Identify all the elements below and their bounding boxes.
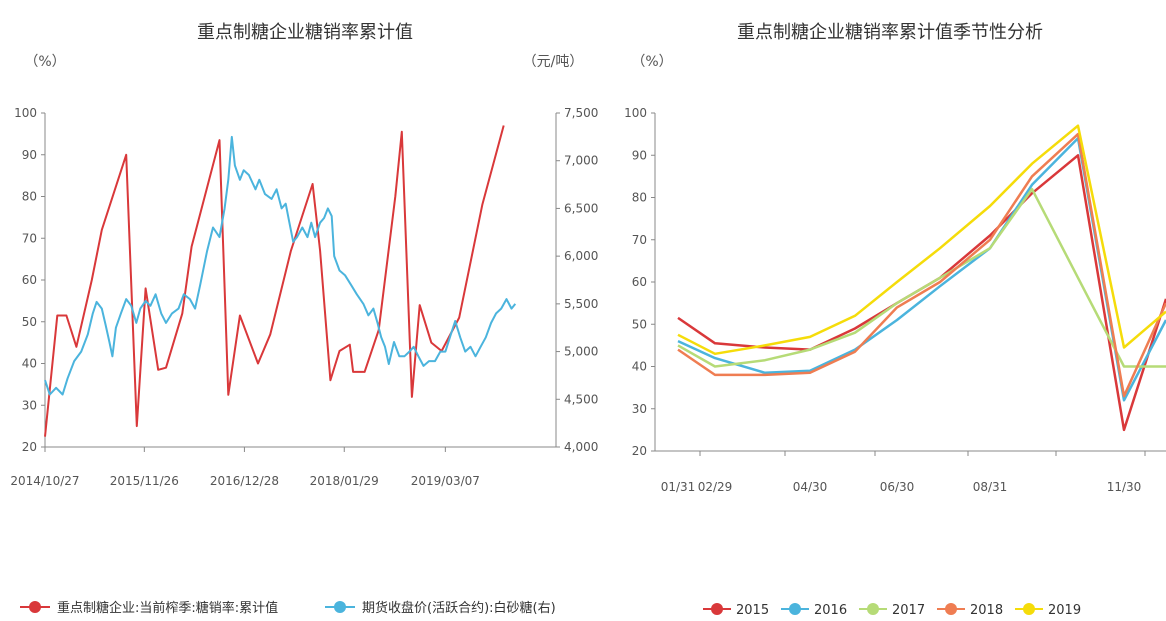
y-tick-label: 30 (632, 402, 647, 416)
legend: 重点制糖企业:当前榨季:糖销率:累计值 期货收盘价(活跃合约):白砂糖(右) (20, 600, 556, 616)
legend-marker (1023, 603, 1035, 615)
y-tick-label-left: 60 (22, 273, 37, 287)
y-axis-label-right: （元/吨） (523, 54, 584, 70)
y-axis-label: （%） (631, 54, 672, 70)
legend: 2015 2016 2017 2018 2019 (703, 603, 1081, 618)
y-tick-label-right: 5,000 (564, 345, 598, 359)
series-line (677, 132, 1166, 398)
y-tick-label-right: 7,000 (564, 154, 598, 168)
x-tick-label: 02/29 (698, 480, 733, 494)
legend-marker (789, 603, 801, 615)
y-tick-label: 40 (632, 360, 647, 374)
legend-label: 重点制糖企业:当前榨季:糖销率:累计值 (57, 600, 278, 616)
y-tick-label-left: 90 (22, 148, 37, 162)
y-tick-label-right: 6,500 (564, 201, 598, 215)
x-tick-label: 2018/01/29 (310, 474, 379, 488)
y-tick-label: 90 (632, 148, 647, 162)
y-tick-label: 60 (632, 275, 647, 289)
legend-label: 2018 (970, 603, 1003, 618)
y-tick-label: 70 (632, 233, 647, 247)
y-tick-label: 50 (632, 317, 647, 331)
series-line (677, 187, 1166, 368)
x-tick-label: 2019/03/07 (411, 474, 480, 488)
y-tick-label-right: 7,500 (564, 106, 598, 120)
series-layer (44, 125, 517, 437)
x-tick-label: 01/31 (661, 480, 696, 494)
series-line (44, 125, 505, 437)
axes: 20 30 40 50 60 70 80 90 100 4,000 4,500 5,000 5,500 6… (10, 106, 598, 488)
chart-left: 重点制糖企业糖销率累计值 （%） （元/吨） 20 30 40 50 60 70 80 90 1… (10, 22, 598, 616)
legend-label: 2017 (892, 603, 925, 618)
legend-label: 2016 (814, 603, 847, 618)
y-tick-label-left: 40 (22, 357, 37, 371)
legend-label: 2019 (1048, 603, 1081, 618)
legend-marker (29, 601, 41, 613)
x-tick-label: 04/30 (793, 480, 828, 494)
y-tick-label-left: 30 (22, 398, 37, 412)
legend-marker (334, 601, 346, 613)
legend-marker (945, 603, 957, 615)
chart-right: 重点制糖企业糖销率累计值季节性分析 （%） 20 30 40 50 60 70 80 90 10… (624, 22, 1166, 618)
axes: 20 30 40 50 60 70 80 90 100 01/31 02/29 04/30 06/30 0… (624, 106, 1166, 494)
y-tick-label-left: 50 (22, 315, 37, 329)
chart-title: 重点制糖企业糖销率累计值 (197, 22, 413, 43)
y-tick-label: 20 (632, 444, 647, 458)
x-tick-label: 06/30 (880, 480, 915, 494)
y-tick-label-right: 4,000 (564, 440, 598, 454)
x-tick-label: 08/31 (973, 480, 1008, 494)
x-tick-label: 2015/11/26 (110, 474, 179, 488)
y-tick-label-left: 70 (22, 231, 37, 245)
x-tick-label: 11/30 (1107, 480, 1142, 494)
y-tick-label-left: 20 (22, 440, 37, 454)
y-tick-label-right: 4,500 (564, 392, 598, 406)
y-tick-label-left: 80 (22, 190, 37, 204)
y-tick-label-left: 100 (14, 106, 37, 120)
legend-label: 2015 (736, 603, 769, 618)
legend-marker (867, 603, 879, 615)
legend-marker (711, 603, 723, 615)
legend-label: 期货收盘价(活跃合约):白砂糖(右) (362, 600, 556, 616)
chart-title: 重点制糖企业糖销率累计值季节性分析 (737, 22, 1043, 43)
y-tick-label: 100 (624, 106, 647, 120)
y-axis-label-left: （%） (24, 54, 65, 70)
x-tick-label: 2014/10/27 (10, 474, 79, 488)
y-tick-label-right: 5,500 (564, 297, 598, 311)
x-tick-label: 2016/12/28 (210, 474, 279, 488)
series-line (44, 135, 517, 396)
series-layer (677, 124, 1166, 432)
series-line (677, 124, 1166, 356)
y-tick-label: 80 (632, 191, 647, 205)
y-tick-label-right: 6,000 (564, 249, 598, 263)
